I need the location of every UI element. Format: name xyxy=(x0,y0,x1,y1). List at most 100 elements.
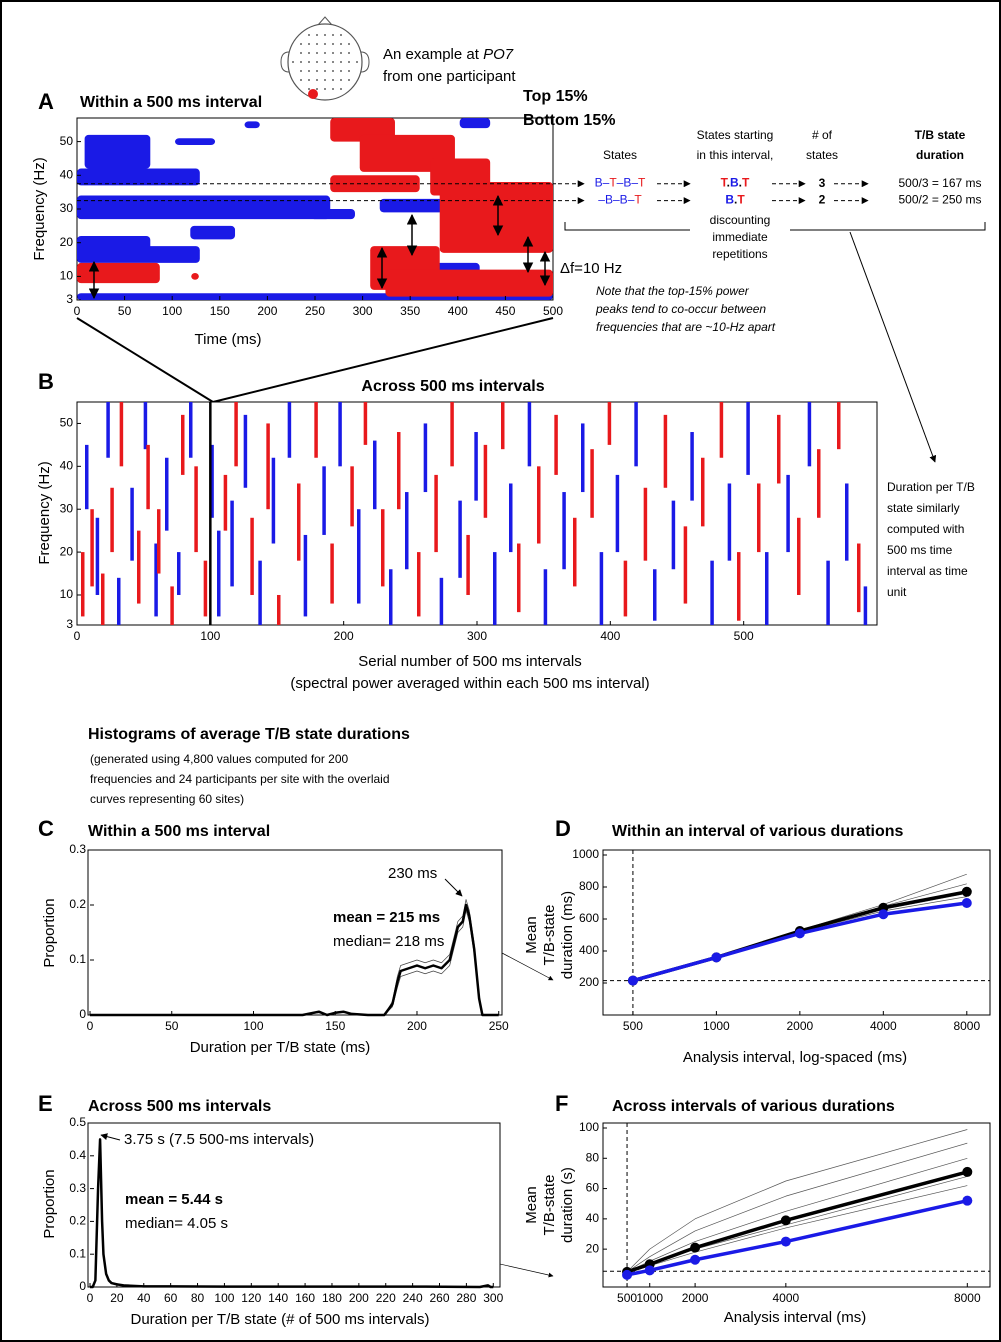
state-streak xyxy=(517,543,521,613)
state-letter: – xyxy=(603,176,610,190)
column-header: States starting xyxy=(697,128,774,142)
state-streak xyxy=(146,444,150,510)
state-streak xyxy=(863,586,868,625)
state-streak xyxy=(737,552,741,621)
state-streak xyxy=(765,552,769,625)
x-tick-label: 50 xyxy=(165,1019,179,1033)
x-tick-label: 200 xyxy=(407,1019,427,1033)
electrode xyxy=(300,70,302,72)
data-point xyxy=(780,1236,791,1247)
state-streak xyxy=(786,474,790,553)
note: Note that the top-15% power xyxy=(596,284,750,298)
state-streak xyxy=(581,423,585,493)
state-cell: 500/2 = 250 ms xyxy=(898,193,981,207)
section-heading: Histograms of average T/B state duration… xyxy=(88,726,410,743)
state-streak xyxy=(554,414,558,475)
y-tick-label: 30 xyxy=(60,201,74,215)
arrow xyxy=(849,231,937,463)
state-streak xyxy=(845,483,849,561)
state-streak xyxy=(194,466,198,553)
x-tick-label: 300 xyxy=(467,629,487,643)
x-tick-label: 0 xyxy=(74,304,81,318)
state-streak xyxy=(857,543,861,613)
state-streak xyxy=(701,457,705,527)
head-icon xyxy=(280,16,370,101)
x-axis-label: Analysis interval, log-spaced (ms) xyxy=(683,1049,907,1066)
legend-entry: Bottom 15% xyxy=(523,112,615,129)
x-tick-label: 250 xyxy=(489,1019,509,1033)
electrode xyxy=(340,88,342,90)
y-tick-label: 0.5 xyxy=(69,1115,86,1129)
state-streak xyxy=(143,402,148,450)
x-tick-label: 500 xyxy=(734,629,754,643)
x-tick-label: 4000 xyxy=(772,1291,799,1305)
state-patch xyxy=(379,198,451,213)
y-tick-label: 400 xyxy=(579,943,599,957)
y-axis-label: T/B-state xyxy=(541,905,558,966)
state-streak xyxy=(181,414,185,475)
state-patch xyxy=(191,273,199,280)
state-letter: . xyxy=(727,176,730,190)
state-streak xyxy=(807,402,812,467)
electrode xyxy=(316,61,318,63)
plot-area xyxy=(602,1122,991,1288)
y-tick-label: 100 xyxy=(579,1120,599,1134)
state-streak xyxy=(573,517,577,587)
state-streak xyxy=(599,552,604,625)
electrode xyxy=(300,52,302,54)
state-streak xyxy=(623,560,628,617)
annotation-arrow xyxy=(100,1133,121,1141)
state-streak xyxy=(757,483,761,553)
y-tick-label: 0.1 xyxy=(69,952,86,966)
state-streak xyxy=(439,577,444,625)
state-streak xyxy=(373,440,377,510)
electrode xyxy=(300,43,302,45)
state-streak xyxy=(405,492,409,570)
data-point xyxy=(961,898,972,908)
electrode xyxy=(324,79,326,81)
chart-title: Within a 500 ms interval xyxy=(80,94,262,111)
y-axis-label: duration (s) xyxy=(559,1167,576,1243)
electrode xyxy=(324,88,326,90)
data-line xyxy=(90,1138,494,1289)
column-header: in this interval, xyxy=(697,148,774,162)
state-streak xyxy=(509,483,513,553)
state-streak xyxy=(230,500,234,587)
data-point xyxy=(878,909,889,920)
electrode xyxy=(316,43,318,45)
electrode xyxy=(324,52,326,54)
electrode xyxy=(292,61,294,63)
head-caption: An example at PO7 xyxy=(383,46,514,63)
brace xyxy=(564,222,986,231)
peak-label: 3.75 s (7.5 500-ms intervals) xyxy=(124,1131,314,1148)
y-tick-label: 0.4 xyxy=(69,1148,86,1162)
y-tick-label: 40 xyxy=(60,167,74,181)
y-tick-label: 0.1 xyxy=(69,1246,86,1260)
plot-area xyxy=(76,117,554,301)
state-streak xyxy=(250,517,254,595)
state-streak xyxy=(322,466,326,535)
electrode xyxy=(348,61,350,63)
electrode xyxy=(324,70,326,72)
state-streak xyxy=(719,402,724,458)
electrode xyxy=(308,43,310,45)
state-streak xyxy=(746,402,750,475)
panel-label: D xyxy=(555,816,571,841)
electrode xyxy=(316,34,318,36)
y-axis-label: Mean xyxy=(523,916,540,954)
plot-frame xyxy=(87,849,503,1016)
state-letter: T xyxy=(721,176,729,190)
state-streak xyxy=(690,432,694,501)
state-streak xyxy=(527,402,532,467)
state-cell: 3 xyxy=(819,176,826,190)
state-streak xyxy=(277,594,281,625)
state-patch xyxy=(175,138,216,145)
x-axis-label: Serial number of 500 ms intervals xyxy=(358,653,581,670)
state-streak xyxy=(423,423,428,493)
y-tick-label: 20 xyxy=(60,235,74,249)
electrode xyxy=(340,52,342,54)
y-tick-label: 1000 xyxy=(572,847,599,861)
state-streak xyxy=(817,449,821,518)
state-streak xyxy=(483,444,488,518)
